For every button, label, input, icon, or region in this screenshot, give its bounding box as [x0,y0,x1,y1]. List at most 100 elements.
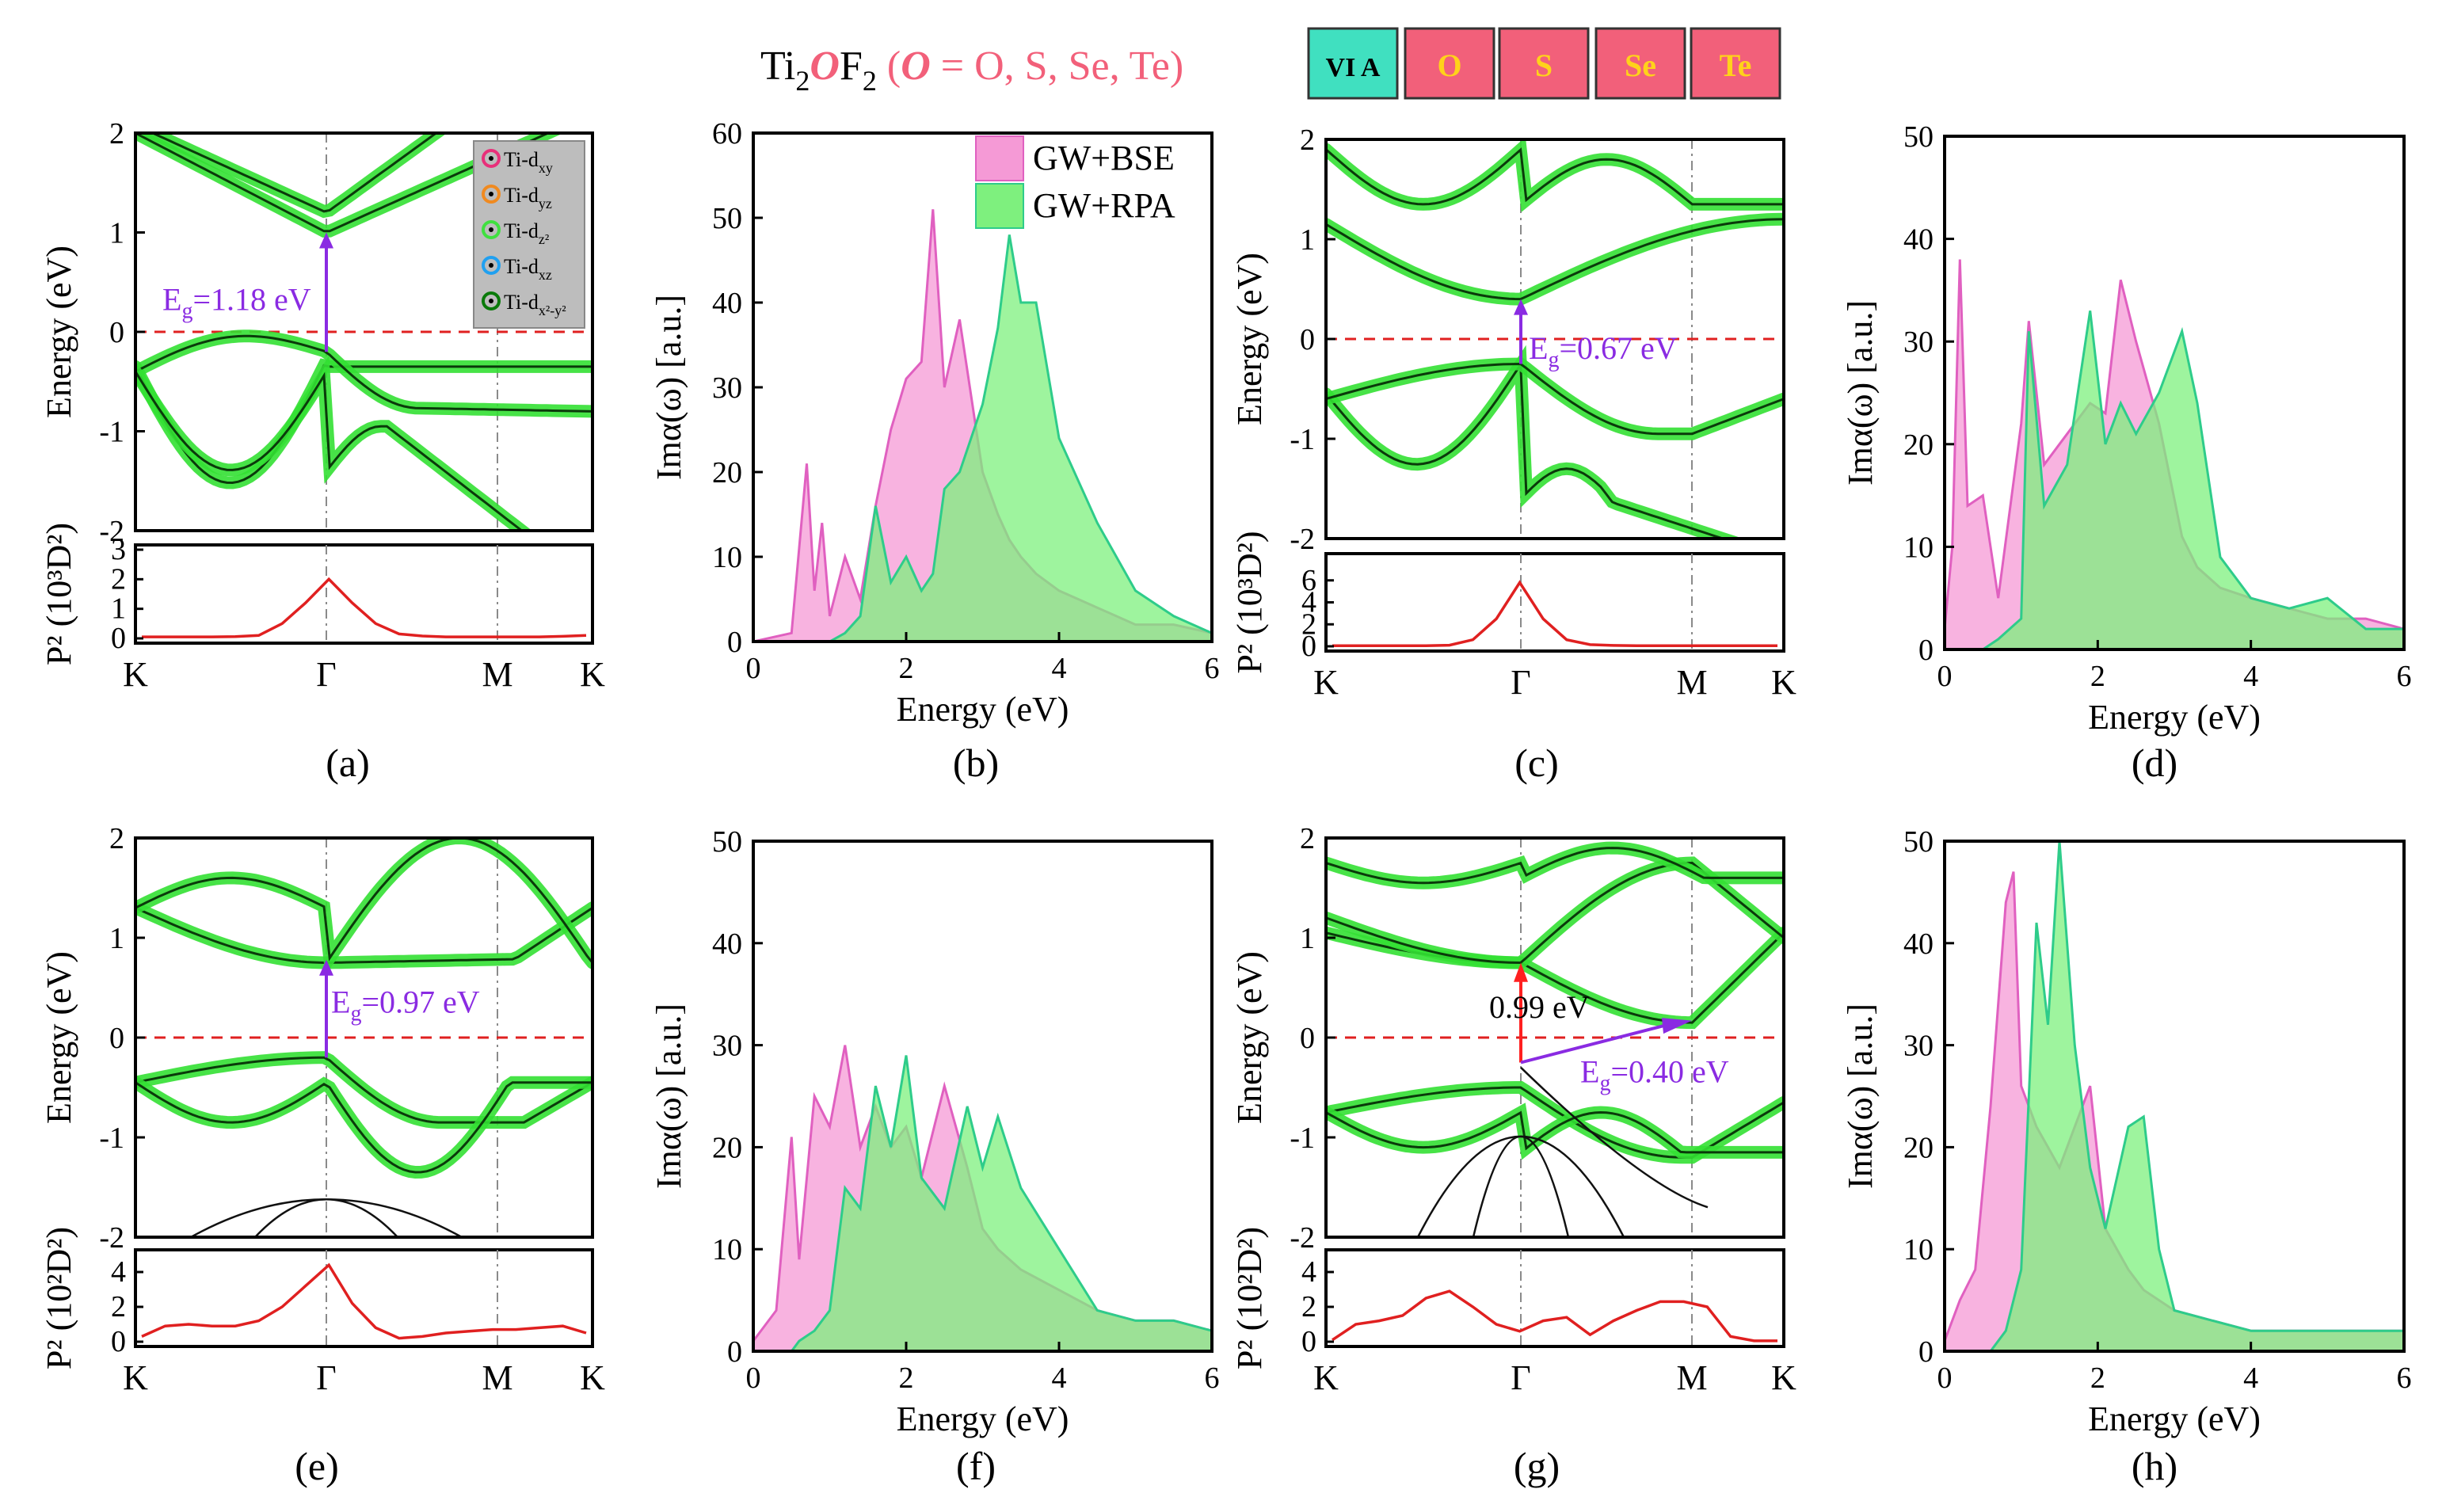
x-tick-label: 4 [1052,652,1067,685]
y-tick-label: -2 [1290,1221,1315,1255]
series-area-gw-bse [1945,871,2404,1351]
y-tick-label: 60 [712,117,742,150]
x-axis-label: Energy (eV) [2088,1400,2261,1438]
spectrum-frame [1943,840,2406,1353]
dipole-y-tick-label: 4 [1301,586,1316,619]
kpoint-label-3: K [1771,663,1796,702]
group-box-0 [1307,27,1399,100]
y-tick-label: 1 [1300,223,1315,257]
orbital-marker-0 [482,149,501,168]
band-1 [135,1081,592,1174]
y-tick-label: 1 [1300,922,1315,955]
kpoint-label-2: M [1676,663,1707,702]
band-plot-area [135,838,592,1237]
y-axis-label: Energy (eV) [40,246,78,418]
group-box-4 [1690,27,1781,100]
y-tick-label: 1 [109,922,124,955]
gap-label-sub: g [1548,348,1559,372]
y-tick-label: -1 [1290,1122,1315,1155]
band-plot-area [1326,139,1784,539]
dipole-y-tick-label: 4 [1301,1255,1316,1289]
band-plot-area [1326,838,1784,1237]
y-axis-label: Imα(ω) [a.u.] [650,295,688,480]
orbital-legend-box [473,140,585,329]
group-boxes: VI A O S Se Te [1307,27,1781,100]
panel-sublabel: (a) [326,741,370,785]
y-tick-label: 0 [1300,323,1315,356]
title-o-italic-2: O [901,44,931,89]
x-tick-label: 6 [1205,1362,1220,1395]
deep-band-1 [190,1198,463,1237]
series-line-gw-rpa [753,1055,1212,1351]
kpoint-label-1: Γ [316,1358,336,1397]
x-tick-label: 4 [2243,1362,2258,1395]
spectrum-panel-d: 0 2 4 6 50 40 30 20 10 0 Energy (eV) Imα(ω) [a.u.] (… [1841,120,2412,785]
orbital-marker-1 [482,185,501,204]
orbital-label-3: Ti-dxz [504,255,552,283]
band-4 [1326,847,1784,885]
band-1-projection [1326,357,1784,440]
y-tick-label: 30 [1903,326,1934,359]
band-2 [135,906,592,965]
band-1 [1326,362,1784,436]
gap-label: Eg=0.97 eV [331,985,480,1026]
x-tick-label: 2 [899,652,914,685]
gap-label-value: =0.97 eV [361,985,479,1020]
panel-sublabel: (d) [2132,741,2177,785]
dipole-y-tick-label: 1 [111,592,126,626]
band-4 [150,133,439,213]
y-tick-label: 40 [712,287,742,320]
y-tick-label: 20 [712,1131,742,1164]
orbital-marker-dot-3 [489,263,493,268]
series-area-gw-rpa [753,1055,1212,1351]
x-tick-label: 0 [746,652,761,685]
y-tick-label: 2 [109,117,124,150]
dipole-y-tick-label: 4 [111,1255,126,1289]
dipole-panel: 420 P² (10²D²) [1230,1227,1785,1369]
spectrum-plot-area [1945,841,2404,1351]
indirect-gap-arrowhead [1662,1018,1692,1034]
gap-label-e: E [162,281,181,317]
dipole-y-label: P² (10³D²) [1230,531,1269,673]
band-2-projection [1326,212,1784,306]
gap-label-sub: g [181,299,192,323]
y-tick-label: -2 [99,515,124,548]
y-tick-label: 20 [1903,1131,1934,1164]
title-paren: ( [877,44,901,89]
orbital-label-2: Ti-dz² [504,219,549,247]
gap-label-sub: g [1599,1072,1610,1096]
kpoint-label-3: K [580,655,605,694]
y-tick-label: 2 [1300,124,1315,157]
band-3-projection [135,838,592,976]
legend-label-bse: GW+BSE [1033,139,1175,177]
band-0 [135,1056,592,1124]
y-tick-label: 20 [712,456,742,489]
orbital-marker-2 [482,220,501,239]
y-tick-label: -2 [1290,523,1315,556]
group-box-label-2: S [1535,48,1553,83]
legend-swatch-bse [975,135,1024,181]
title-sub: 2 [795,65,810,97]
kpoint-label-2: M [482,655,512,694]
figure-title: Ti2OF2 (O = O, S, Se, Te) [760,44,1183,97]
y-tick-label: 10 [712,541,742,574]
legend-label-rpa: GW+RPA [1033,186,1175,225]
x-tick-label: 6 [1205,652,1220,685]
spectrum-panel-b: 0 2 4 6 60 50 40 30 20 10 0 Energy (eV) Imα(ω) [a.u.… [650,117,1220,785]
band-0 [1326,360,1727,539]
x-tick-label: 2 [2090,660,2105,693]
group-box-1 [1404,27,1495,100]
panel-sublabel: (g) [1514,1444,1560,1488]
panel-sublabel: (c) [1514,741,1559,785]
orbital-marker-dot-4 [489,299,493,303]
y-tick-label: 2 [109,822,124,855]
direct-gap-label: 0.99 eV [1489,989,1590,1025]
x-tick-label: 2 [899,1362,914,1395]
dipole-frame [1324,552,1785,653]
kpoint-label-1: Γ [1511,663,1530,702]
dipole-frame [134,543,594,645]
group-box-3 [1594,27,1686,100]
kpoint-label-2: M [1676,1358,1707,1397]
